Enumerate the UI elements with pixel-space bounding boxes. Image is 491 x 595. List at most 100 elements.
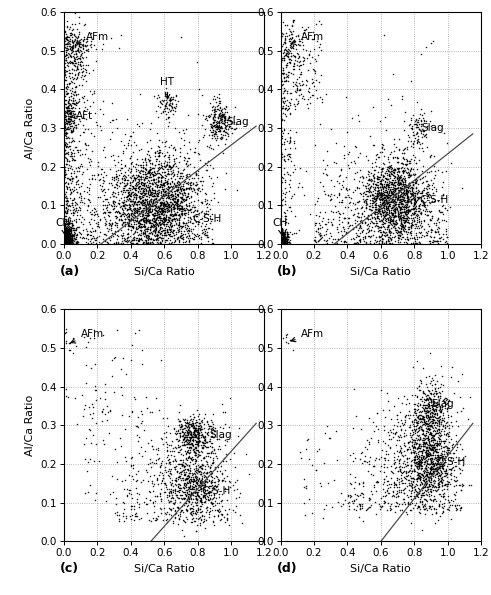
- Point: [352, 168, 359, 178]
- Point: [419, 198, 427, 208]
- Point: [158, 478, 165, 487]
- Point: [422, 396, 430, 405]
- Point: [70, 115, 78, 124]
- Point: [277, 225, 285, 234]
- Point: [371, 208, 379, 217]
- Point: [127, 210, 135, 220]
- Point: [161, 231, 169, 240]
- Point: [353, 502, 361, 511]
- Point: [142, 238, 150, 248]
- Point: [191, 482, 198, 491]
- Point: [339, 223, 347, 232]
- Point: [147, 201, 155, 211]
- Point: [287, 51, 295, 61]
- Point: [148, 221, 156, 230]
- Point: [377, 176, 384, 186]
- Point: [98, 407, 106, 416]
- Point: [291, 36, 299, 46]
- Point: [204, 451, 212, 461]
- Point: [367, 205, 375, 214]
- Point: [406, 205, 413, 215]
- Point: [132, 205, 140, 215]
- Point: [77, 190, 84, 199]
- Point: [423, 191, 431, 201]
- Point: [277, 233, 285, 243]
- Point: [409, 190, 416, 199]
- Point: [210, 92, 218, 101]
- Point: [189, 506, 196, 515]
- Point: [380, 227, 387, 236]
- Point: [79, 45, 87, 54]
- Point: [437, 379, 445, 389]
- Point: [414, 203, 422, 212]
- Point: [433, 377, 441, 386]
- Point: [121, 199, 129, 209]
- Point: [195, 421, 203, 431]
- Point: [147, 188, 155, 198]
- Point: [61, 230, 69, 240]
- Point: [61, 231, 69, 241]
- Point: [183, 514, 191, 524]
- Point: [200, 414, 208, 423]
- Point: [278, 236, 286, 245]
- Point: [124, 140, 132, 149]
- Point: [180, 226, 188, 236]
- Point: [172, 193, 180, 202]
- Point: [365, 171, 373, 181]
- Point: [312, 75, 320, 84]
- Point: [218, 116, 226, 126]
- Point: [194, 171, 202, 180]
- Point: [63, 88, 71, 98]
- Point: [359, 478, 367, 488]
- Point: [395, 215, 403, 224]
- Point: [412, 230, 420, 239]
- Point: [187, 429, 194, 439]
- Point: [160, 206, 167, 216]
- Point: [397, 170, 405, 180]
- Point: [431, 442, 439, 452]
- Point: [135, 204, 142, 214]
- Point: [360, 196, 368, 206]
- Point: [87, 146, 95, 156]
- Point: [61, 112, 69, 122]
- Point: [379, 180, 386, 190]
- Point: [340, 236, 348, 246]
- Point: [223, 108, 231, 117]
- Point: [396, 462, 404, 471]
- Point: [161, 237, 169, 247]
- Point: [64, 97, 72, 107]
- Point: [429, 398, 437, 408]
- Point: [411, 192, 419, 201]
- Point: [178, 203, 186, 212]
- Point: [208, 239, 216, 248]
- Point: [90, 210, 98, 220]
- Point: [134, 165, 142, 175]
- Point: [137, 206, 145, 216]
- Point: [423, 443, 431, 452]
- Point: [133, 208, 140, 218]
- Point: [388, 164, 396, 173]
- Point: [68, 127, 76, 136]
- Point: [191, 205, 198, 215]
- Point: [176, 431, 184, 441]
- Point: [168, 194, 176, 203]
- Point: [209, 424, 217, 433]
- Point: [406, 206, 413, 215]
- Point: [165, 440, 173, 449]
- Point: [411, 236, 419, 246]
- Point: [62, 239, 70, 249]
- Point: [411, 437, 419, 447]
- Point: [113, 220, 121, 230]
- Point: [155, 221, 163, 231]
- Point: [82, 65, 89, 75]
- Point: [378, 180, 385, 189]
- Point: [418, 449, 426, 458]
- Point: [82, 61, 90, 70]
- Point: [176, 212, 184, 222]
- Point: [201, 485, 209, 494]
- Point: [94, 170, 102, 179]
- Point: [167, 450, 175, 459]
- Point: [423, 400, 431, 410]
- Point: [321, 239, 329, 249]
- Point: [369, 178, 377, 188]
